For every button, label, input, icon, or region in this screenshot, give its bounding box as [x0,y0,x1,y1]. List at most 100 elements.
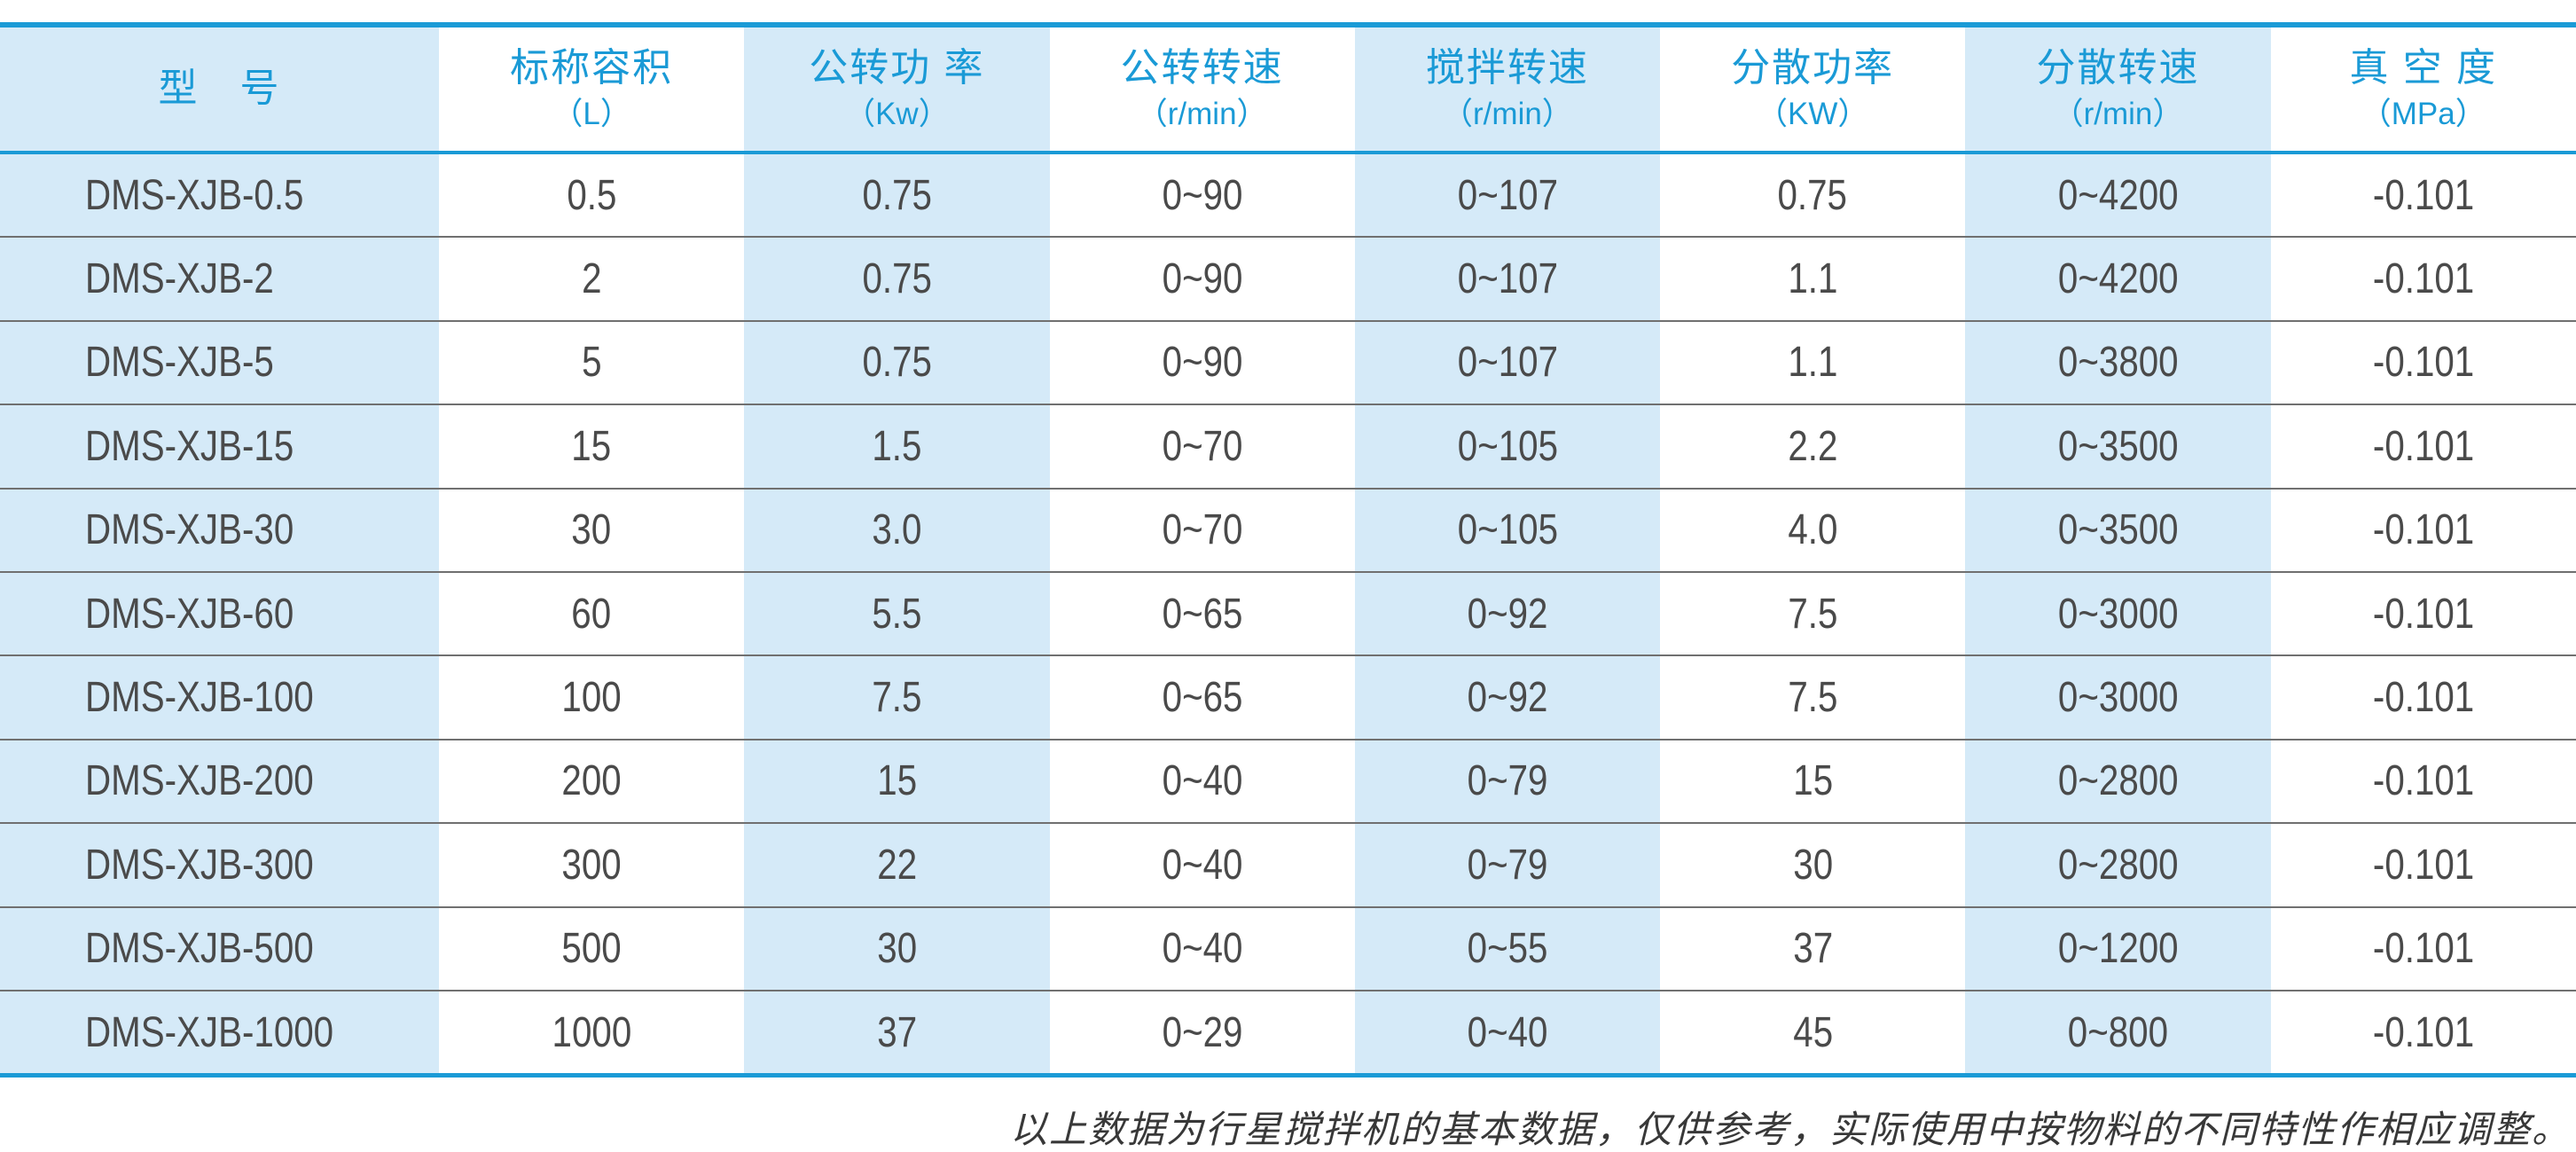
column-header-7: 分散转速 （r/min） [1965,27,2271,151]
cell-text: 5.5 [872,590,922,638]
cell-text: -0.101 [2372,925,2474,973]
cell-value: 0~65 [1050,656,1355,738]
cell-value: 30 [439,490,744,571]
cell-value: 4.0 [1660,490,1965,571]
cell-value: 1000 [439,991,744,1073]
cell-text: 0~107 [1457,255,1558,303]
cell-value: -0.101 [2271,656,2576,738]
column-title: 真 空 度 [2349,45,2497,90]
cell-text: -0.101 [2372,255,2474,303]
column-unit: （Kw） [844,97,950,132]
cell-value: 0~90 [1050,238,1355,319]
cell-value: -0.101 [2271,490,2576,571]
cell-value: -0.101 [2271,741,2576,822]
table-row-6: DMS-XJB-60 60 5.5 0~65 0~92 7.5 0~3000 -0.101 [0,570,2576,655]
cell-text: 0~90 [1162,339,1243,387]
cell-value: 0~90 [1050,154,1355,236]
cell-text: 0~92 [1467,674,1548,722]
column-title: 分散转速 [2036,45,2200,90]
cell-text: 0~2800 [2057,757,2179,805]
cell-value: 2 [439,238,744,319]
table-row-5: DMS-XJB-30 30 3.0 0~70 0~105 4.0 0~3500 -0.101 [0,487,2576,571]
cell-text: 0~40 [1162,925,1243,973]
column-header-5: 搅拌转速 （r/min） [1354,27,1661,151]
cell-text: 60 [571,590,612,638]
cell-value: 0~40 [1050,824,1355,905]
cell-value: 7.5 [744,656,1050,739]
cell-text: 7.5 [872,674,922,722]
cell-value: -0.101 [2271,908,2576,990]
cell-text: 0~90 [1162,171,1243,219]
cell-value: 0~1200 [1965,907,2271,990]
cell-text: 0~3500 [2057,506,2179,554]
table-row-11: DMS-XJB-1000 1000 37 0~29 0~40 45 0~800 -0.101 [0,989,2576,1074]
cell-value: 37 [1660,908,1965,990]
cell-value: -0.101 [2271,824,2576,905]
cell-text: 0~29 [1162,1008,1243,1056]
cell-value: -0.101 [2271,573,2576,654]
cell-value: 60 [439,573,744,654]
cell-value: 15 [1660,741,1965,822]
cell-model: DMS-XJB-30 [0,489,439,571]
cell-text: -0.101 [2372,674,2474,722]
cell-model: DMS-XJB-15 [0,405,439,488]
cell-text: 300 [561,841,622,889]
cell-value: 0~90 [1050,322,1355,404]
cell-value: 0~40 [1354,991,1661,1074]
cell-value: 0~2800 [1965,824,2271,906]
cell-value: 0~3500 [1965,405,2271,488]
cell-text: 200 [561,757,622,805]
cell-text: 1.1 [1788,339,1838,387]
column-unit: （L） [552,97,631,132]
cell-text: 15 [571,422,612,470]
table-row-7: DMS-XJB-100 100 7.5 0~65 0~92 7.5 0~3000 -0.101 [0,654,2576,739]
footer-note: 以上数据为行星搅拌机的基本数据，仅供参考，实际使用中按物料的不同特性作相应调整。 [1009,1108,2571,1151]
cell-text: DMS-XJB-0.5 [85,171,304,219]
cell-value: 2.2 [1660,405,1965,487]
cell-text: 37 [1792,925,1833,973]
cell-text: 37 [876,1008,917,1056]
table-bottom-border [0,1073,2576,1078]
cell-value: 30 [744,907,1050,990]
cell-value: 0~105 [1354,489,1661,571]
cell-value: 100 [439,656,744,738]
cell-text: -0.101 [2372,757,2474,805]
cell-text: 0~800 [2067,1008,2169,1056]
table-header-row: 型 号 标称容积 （L） 公转功 率 （Kw） 公转转速 （r/min） 搅拌转速 （r/min… [0,27,2576,151]
column-header-6: 分散功率 （KW） [1660,27,1965,151]
cell-text: 0~4200 [2057,171,2179,219]
cell-text: DMS-XJB-60 [85,590,294,638]
cell-text: 0~105 [1457,506,1558,554]
column-header-8: 真 空 度 （MPa） [2271,27,2576,151]
column-unit: （KW） [1757,97,1869,132]
cell-text: 4.0 [1788,506,1838,554]
cell-text: -0.101 [2372,422,2474,470]
cell-value: 0~79 [1354,824,1661,906]
cell-value: 0~70 [1050,405,1355,487]
cell-text: 0~3000 [2057,674,2179,722]
cell-value: 0~29 [1050,991,1355,1073]
cell-text: 0.75 [1777,171,1848,219]
table-row-10: DMS-XJB-500 500 30 0~40 0~55 37 0~1200 -0.101 [0,905,2576,990]
cell-text: -0.101 [2372,506,2474,554]
cell-text: DMS-XJB-200 [85,757,314,805]
cell-text: DMS-XJB-30 [85,506,294,554]
cell-value: 0.75 [744,238,1050,320]
cell-text: 22 [876,841,917,889]
cell-text: DMS-XJB-1000 [85,1008,334,1056]
cell-value: 0~70 [1050,490,1355,571]
cell-text: DMS-XJB-500 [85,925,314,973]
cell-value: 0~40 [1050,741,1355,822]
cell-text: 1.1 [1788,255,1838,303]
spec-table: 型 号 标称容积 （L） 公转功 率 （Kw） 公转转速 （r/min） 搅拌转速 （r/min… [0,22,2576,1078]
column-unit: （r/min） [2052,97,2184,132]
column-unit: （r/min） [1442,97,1573,132]
cell-text: 100 [561,674,622,722]
cell-model: DMS-XJB-200 [0,740,439,823]
cell-value: 5.5 [744,572,1050,655]
cell-value: 0~55 [1354,907,1661,990]
cell-text: 15 [876,757,917,805]
cell-text: 0~2800 [2057,841,2179,889]
cell-text: 2.2 [1788,422,1838,470]
